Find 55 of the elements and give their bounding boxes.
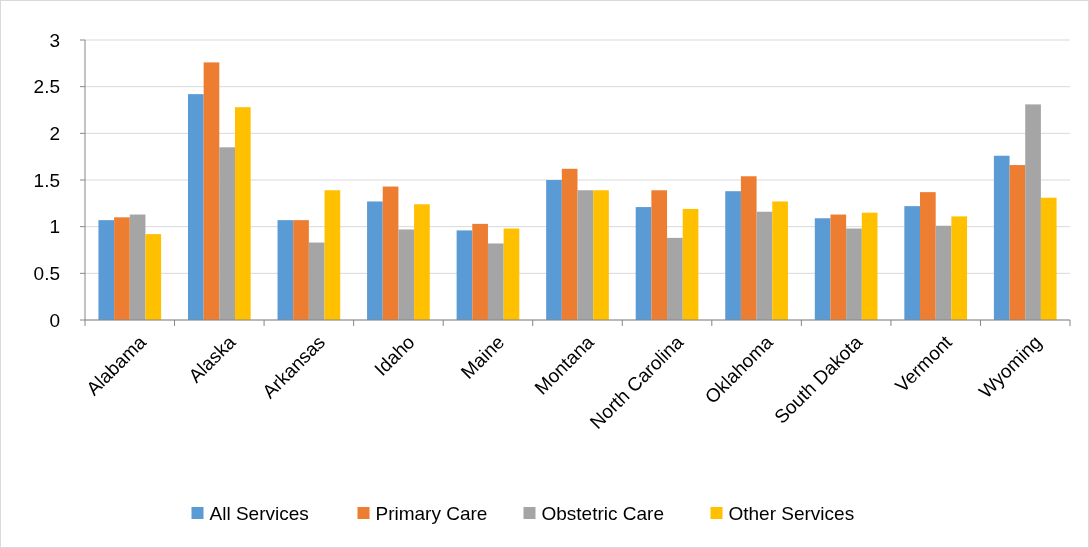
bar bbox=[187, 94, 204, 320]
y-tick-label: 1.5 bbox=[33, 169, 60, 191]
legend-label: Other Services bbox=[728, 502, 855, 524]
y-tick-label: 3 bbox=[49, 29, 60, 51]
bar bbox=[98, 220, 115, 320]
bar bbox=[1040, 197, 1057, 320]
bar bbox=[1009, 165, 1026, 320]
bar bbox=[577, 190, 594, 320]
bar bbox=[203, 62, 220, 320]
bar bbox=[219, 147, 235, 320]
y-tick-label: 2 bbox=[49, 122, 60, 144]
bar bbox=[993, 155, 1010, 320]
y-tick-label: 0.5 bbox=[33, 262, 60, 284]
bar bbox=[682, 208, 699, 320]
bar bbox=[935, 225, 952, 320]
bar bbox=[593, 190, 609, 320]
bar bbox=[293, 220, 309, 320]
bar bbox=[145, 234, 162, 320]
bar bbox=[740, 176, 757, 320]
bar bbox=[367, 201, 383, 320]
bar bbox=[487, 243, 504, 320]
bar bbox=[472, 223, 488, 320]
bar bbox=[129, 214, 146, 320]
bar bbox=[651, 190, 668, 320]
bar bbox=[756, 211, 773, 320]
legend-label: All Services bbox=[209, 502, 309, 524]
bar bbox=[234, 107, 251, 320]
bar bbox=[398, 229, 415, 320]
bar bbox=[456, 230, 473, 320]
bar bbox=[308, 242, 325, 320]
bar bbox=[114, 217, 130, 320]
bar bbox=[725, 191, 741, 320]
bar bbox=[830, 214, 847, 320]
bar bbox=[561, 168, 578, 320]
y-tick-label: 0 bbox=[49, 309, 60, 331]
bar bbox=[846, 228, 862, 320]
bar bbox=[667, 237, 683, 320]
bar bbox=[861, 212, 878, 320]
bar bbox=[1025, 104, 1041, 320]
bar bbox=[904, 206, 921, 320]
legend-label: Obstetric Care bbox=[541, 502, 664, 524]
y-tick-label: 1 bbox=[49, 216, 60, 238]
bar bbox=[324, 190, 341, 320]
bar bbox=[814, 218, 831, 320]
bar bbox=[951, 216, 968, 320]
bar bbox=[772, 201, 788, 320]
legend-label: Primary Care bbox=[375, 502, 488, 524]
bar bbox=[382, 186, 399, 320]
bar bbox=[920, 192, 936, 320]
bar bbox=[414, 204, 430, 320]
bar bbox=[277, 220, 294, 320]
y-tick-label: 2.5 bbox=[33, 76, 60, 98]
bar bbox=[546, 180, 562, 320]
bar bbox=[635, 207, 652, 320]
bar bbox=[503, 228, 520, 320]
